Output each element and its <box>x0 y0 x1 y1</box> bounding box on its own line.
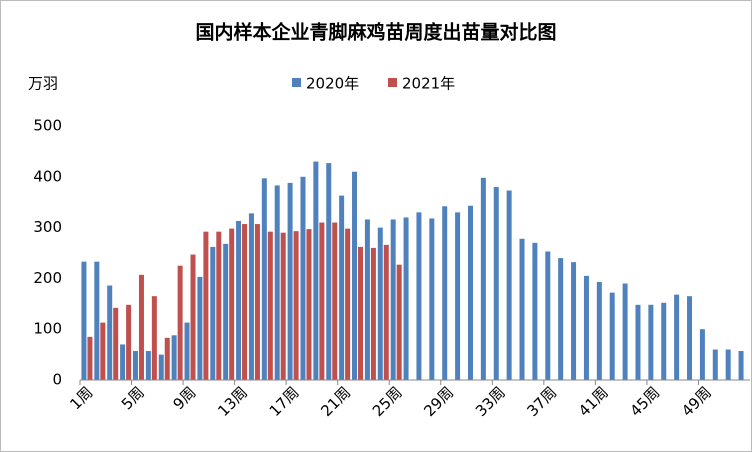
bar <box>306 229 312 380</box>
bar <box>164 337 170 380</box>
y-tick-label: 100 <box>33 320 62 338</box>
bar <box>358 246 364 380</box>
bar <box>132 351 138 380</box>
bar <box>583 275 589 380</box>
bar <box>300 176 306 380</box>
bar <box>100 322 106 380</box>
bar <box>725 349 731 380</box>
bar <box>532 242 538 380</box>
bar <box>545 251 551 380</box>
bar <box>648 304 654 380</box>
bar <box>377 227 383 380</box>
bar <box>687 296 693 380</box>
bar <box>107 285 113 380</box>
bar <box>158 354 164 380</box>
bar <box>113 307 119 380</box>
bar <box>558 258 564 380</box>
bar <box>345 228 351 380</box>
legend-swatch <box>292 78 301 87</box>
bar <box>267 231 273 380</box>
bar <box>467 205 473 380</box>
bar <box>596 281 602 380</box>
bar <box>326 163 332 380</box>
chart-title: 国内样本企业青脚麻鸡苗周度出苗量对比图 <box>195 21 556 44</box>
bar <box>248 213 254 380</box>
bar <box>455 212 461 380</box>
y-tick-label: 200 <box>33 269 62 287</box>
bar <box>352 171 358 380</box>
bar <box>126 304 132 380</box>
bar <box>674 294 680 380</box>
bar <box>571 262 577 380</box>
bar <box>274 185 280 380</box>
bar <box>416 212 422 380</box>
bar <box>87 336 93 380</box>
bar <box>138 274 144 380</box>
bar <box>94 261 100 380</box>
bar <box>223 243 229 380</box>
bar <box>622 283 628 380</box>
bar <box>216 231 222 380</box>
bar <box>370 247 376 380</box>
bar <box>280 232 286 380</box>
bar <box>403 217 409 380</box>
bar <box>442 206 448 380</box>
bar <box>699 329 705 380</box>
legend-label: 2020年 <box>306 75 359 93</box>
legend-label: 2021年 <box>402 75 455 93</box>
y-tick-label: 300 <box>33 218 62 236</box>
bar <box>519 238 525 380</box>
y-tick-label: 400 <box>33 167 62 185</box>
bar <box>332 222 338 380</box>
bar <box>120 344 126 380</box>
y-tick-label: 500 <box>33 117 62 135</box>
bar <box>493 186 499 380</box>
bar <box>190 254 196 380</box>
bar <box>151 296 157 380</box>
bar <box>81 261 87 380</box>
y-tick-label: 0 <box>52 371 62 389</box>
bar <box>429 218 435 380</box>
bar <box>293 231 299 380</box>
bar <box>236 220 242 380</box>
bar <box>390 219 396 380</box>
bar <box>396 264 402 380</box>
bar <box>319 222 325 380</box>
bar <box>339 195 345 380</box>
bar <box>712 349 718 380</box>
bar <box>229 228 235 380</box>
y-unit: 万羽 <box>28 75 58 93</box>
bar <box>661 302 667 380</box>
bar <box>203 231 209 380</box>
legend-swatch <box>388 78 397 87</box>
bar <box>738 351 744 380</box>
bar <box>210 246 216 380</box>
bar <box>635 304 641 380</box>
bar <box>313 161 319 380</box>
bar <box>480 177 486 380</box>
bar <box>184 322 190 380</box>
bar <box>383 244 389 380</box>
bar <box>242 224 248 380</box>
bar <box>197 276 203 380</box>
bar <box>177 265 183 380</box>
bar <box>609 292 615 380</box>
bar <box>506 190 512 380</box>
bar <box>364 219 370 380</box>
bar <box>254 224 260 380</box>
bar <box>145 351 151 380</box>
bar <box>287 182 293 380</box>
bar <box>171 335 177 380</box>
bar <box>261 178 267 380</box>
